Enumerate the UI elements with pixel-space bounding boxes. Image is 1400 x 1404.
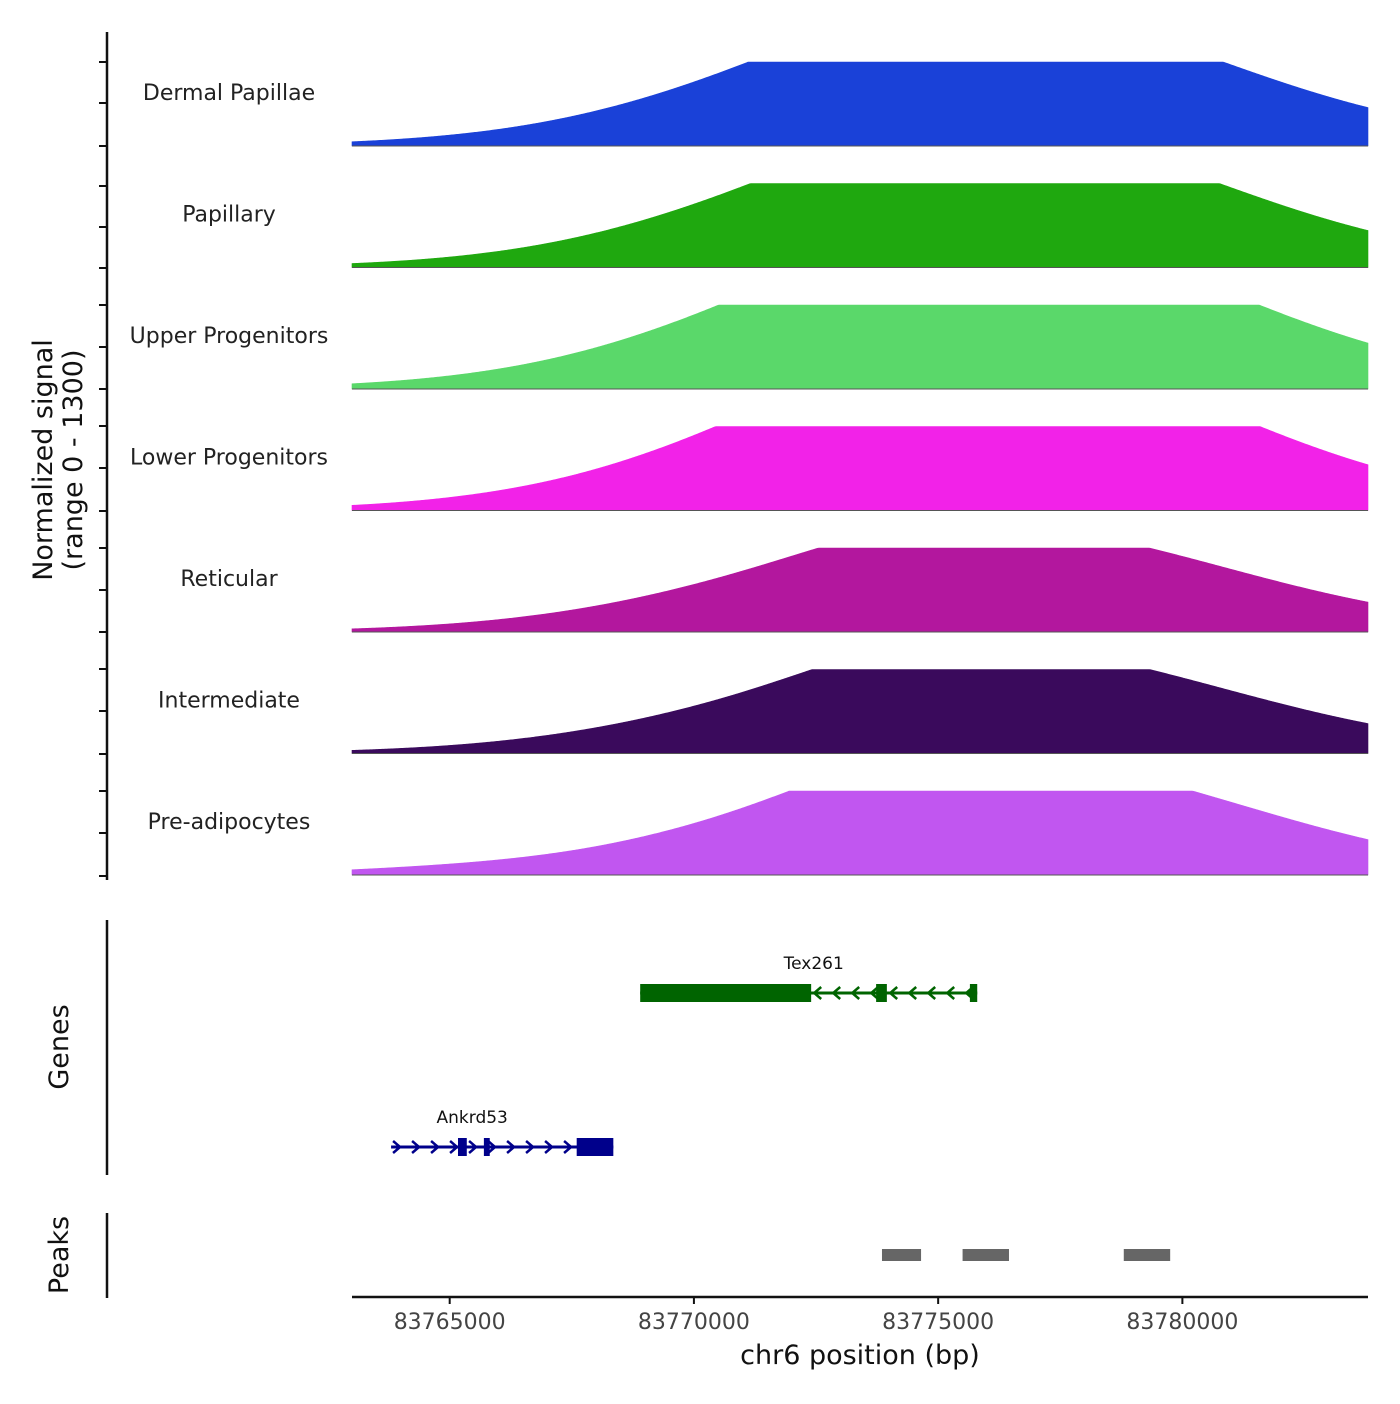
peak-region xyxy=(881,1249,922,1261)
track-label: Dermal Papillae xyxy=(143,81,315,106)
signal-area xyxy=(351,61,1369,147)
strand-arrow xyxy=(850,986,861,1000)
x-tick-label: 83765000 xyxy=(394,1310,506,1335)
strand-arrow xyxy=(563,1140,573,1154)
strand-arrow xyxy=(869,986,880,1000)
y-axis-title-line2: (range 0 - 1300) xyxy=(58,350,89,571)
gene-exon xyxy=(640,984,812,1002)
track-label: Reticular xyxy=(180,567,278,592)
signal-area xyxy=(351,183,1369,268)
strand-arrow xyxy=(888,986,899,1000)
signal-area xyxy=(351,669,1369,754)
gene-exon xyxy=(483,1138,490,1156)
strand-arrow xyxy=(392,1140,402,1154)
strand-arrow xyxy=(544,1140,554,1154)
track-reticular: Reticular xyxy=(180,547,1369,633)
strand-arrow xyxy=(468,1140,478,1154)
x-tick-label: 83775000 xyxy=(882,1310,994,1335)
track-upper-progenitors: Upper Progenitors xyxy=(130,304,1369,390)
y-axis-title-line1: Normalized signal xyxy=(28,339,59,581)
signal-area xyxy=(351,547,1369,633)
signal-tracks: Dermal Papillae Papillary Upper Progenitor… xyxy=(130,61,1369,876)
strand-arrow xyxy=(907,986,918,1000)
strand-arrow xyxy=(430,1140,440,1154)
peak-track xyxy=(881,1249,1171,1261)
signal-area xyxy=(351,426,1369,511)
gene-ankrd53: Ankrd53 xyxy=(391,1108,614,1156)
strand-arrow xyxy=(449,1140,459,1154)
peak-region xyxy=(962,1249,1009,1261)
strand-arrow xyxy=(812,986,823,1000)
strand-arrow xyxy=(487,1140,497,1154)
track-pre-adipocytes: Pre-adipocytes xyxy=(148,790,1369,876)
peak-region xyxy=(1123,1249,1171,1261)
track-label: Intermediate xyxy=(158,689,300,714)
signal-area xyxy=(351,304,1369,390)
x-tick-label: 83770000 xyxy=(638,1310,750,1335)
track-label: Upper Progenitors xyxy=(130,324,329,349)
signal-y-ticks xyxy=(99,61,107,877)
gene-exon xyxy=(969,984,978,1002)
gene-track: Tex261 Ankrd53 xyxy=(391,954,978,1156)
gene-label: Ankrd53 xyxy=(437,1108,508,1128)
gene-exon xyxy=(457,1138,467,1156)
track-label: Papillary xyxy=(182,203,276,228)
x-axis-ticks: 83765000 83770000 83775000 83780000 xyxy=(394,1297,1238,1335)
peaks-panel-title: Peaks xyxy=(44,1216,75,1294)
track-papillary: Papillary xyxy=(182,183,1369,268)
gene-label: Tex261 xyxy=(783,954,844,974)
gene-tex261: Tex261 xyxy=(640,954,978,1002)
strand-arrow xyxy=(831,986,842,1000)
strand-arrow xyxy=(411,1140,421,1154)
gene-exon xyxy=(876,984,887,1002)
track-dermal-papillae: Dermal Papillae xyxy=(143,61,1369,147)
track-label: Lower Progenitors xyxy=(130,446,328,471)
strand-arrow xyxy=(506,1140,516,1154)
track-lower-progenitors: Lower Progenitors xyxy=(130,426,1369,511)
x-tick-label: 83780000 xyxy=(1126,1310,1238,1335)
track-intermediate: Intermediate xyxy=(158,669,1369,754)
signal-area xyxy=(351,790,1369,876)
x-axis-title: chr6 position (bp) xyxy=(740,1340,980,1371)
strand-arrow xyxy=(525,1140,535,1154)
gene-exon xyxy=(576,1138,614,1156)
track-label: Pre-adipocytes xyxy=(148,810,311,835)
strand-arrow xyxy=(945,986,956,1000)
strand-arrow xyxy=(926,986,937,1000)
genes-panel-title: Genes xyxy=(44,1004,75,1089)
